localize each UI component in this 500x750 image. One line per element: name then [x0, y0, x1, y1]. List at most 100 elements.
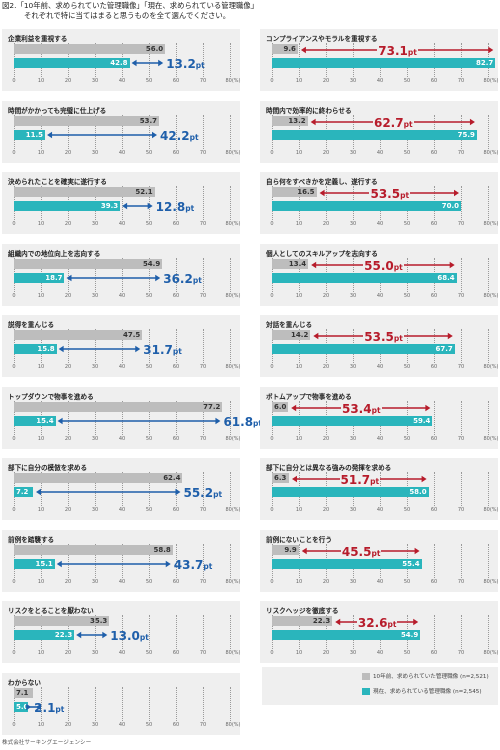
value-label-past: 56.0	[145, 45, 164, 53]
difference-label: 31.7pt	[142, 342, 183, 357]
panel-title: ボトムアップで物事を進める	[266, 392, 352, 401]
difference-unit: pt	[185, 204, 195, 213]
difference-arrow	[57, 417, 221, 424]
gridline	[488, 472, 489, 506]
legend-item-past: 10年前、求められていた管理職像 (n=2,521)	[362, 672, 489, 682]
gridline	[149, 400, 150, 435]
chart-panel: 部下に自分の模倣を求める 0 10 20 30 40 50 60 70 80(%) 62.4 7.2 5…	[2, 458, 241, 520]
x-tick-label: 0	[12, 292, 16, 299]
x-tick-label: 80(%)	[483, 650, 499, 656]
value-label-current: 15.8	[37, 345, 55, 353]
x-tick-label: 20	[64, 292, 72, 299]
gridline	[149, 615, 150, 649]
value-label-past: 58.8	[153, 545, 171, 554]
gridline	[149, 686, 150, 721]
difference-unit: pt	[139, 633, 149, 642]
difference-unit: pt	[172, 347, 182, 356]
x-tick-label: 70	[457, 221, 465, 227]
x-tick-label: 60	[430, 149, 438, 156]
bar-past	[272, 115, 308, 126]
bar-current	[272, 58, 496, 68]
gridline	[122, 400, 123, 435]
value-label-past: 47.5	[122, 331, 141, 339]
panel-title: 部下に自分の模倣を求める	[8, 464, 88, 472]
x-tick-label: 40	[376, 78, 384, 84]
x-tick-label: 50	[403, 149, 411, 156]
gridline	[68, 400, 69, 435]
x-tick-label: 20	[322, 292, 330, 299]
bar-past	[14, 115, 159, 126]
x-tick-label: 70	[457, 578, 465, 585]
x-tick-label: 60	[430, 364, 438, 370]
x-tick-label: 10	[37, 78, 45, 84]
x-tick-label: 80(%)	[483, 435, 499, 442]
bar-past	[272, 44, 298, 54]
difference-label: 53.5pt	[363, 329, 404, 344]
x-tick-label: 70	[457, 507, 465, 513]
gridline	[434, 543, 435, 578]
gridline	[95, 543, 96, 578]
value-label-past: 9.6	[283, 45, 296, 53]
x-tick-label: 40	[118, 149, 126, 156]
difference-value: 36.2	[163, 271, 193, 286]
bar-past	[14, 401, 223, 412]
bar-current	[14, 58, 130, 68]
x-tick-label: 10	[295, 650, 303, 656]
chart-panel: 時間がかかっても完璧に仕上げる 0 10 20 30 40 50 60 70 80(%) 53.7 1…	[2, 100, 241, 163]
chart-panel: 組織内での地位向上を志向する 0 10 20 30 40 50 60 70 80(%) 54.9 18…	[2, 243, 241, 306]
bar-past	[14, 187, 155, 197]
panel-title: 組織内での地位向上を志向する	[8, 249, 101, 258]
gridline	[68, 257, 69, 292]
x-tick-label: 20	[322, 435, 330, 442]
difference-label: 55.2pt	[182, 485, 223, 500]
x-tick-label: 30	[91, 149, 99, 156]
x-tick-label: 80(%)	[483, 221, 499, 227]
difference-arrow	[301, 547, 420, 554]
x-tick-label: 80(%)	[225, 364, 241, 370]
difference-arrow	[26, 703, 41, 710]
value-label-current: 58.0	[409, 488, 427, 496]
difference-value: 73.1	[378, 44, 408, 58]
x-tick-label: 30	[349, 221, 357, 227]
x-tick-label: 30	[349, 364, 357, 370]
x-tick-label: 0	[12, 221, 16, 227]
x-tick-label: 50	[145, 507, 153, 513]
gridline	[203, 257, 204, 292]
x-tick-label: 30	[91, 721, 99, 728]
bar-past	[272, 258, 309, 269]
x-tick-label: 20	[64, 578, 72, 585]
x-tick-label: 40	[118, 221, 126, 227]
x-tick-label: 60	[430, 292, 438, 299]
gridline	[461, 400, 462, 435]
gridline	[95, 329, 96, 363]
x-tick-label: 60	[172, 435, 180, 442]
bar-past	[14, 544, 173, 555]
difference-unit: pt	[370, 477, 380, 486]
difference-value: 62.7	[373, 115, 404, 130]
difference-value: 53.5	[364, 330, 394, 344]
gridline	[203, 329, 204, 363]
value-label-current: 82.7	[476, 59, 494, 67]
chart-panel: 説得を重んじる 0 10 20 30 40 50 60 70 80(%) 47.5 15.8 31.7p…	[2, 315, 241, 377]
difference-unit: pt	[55, 704, 65, 714]
x-tick-label: 80(%)	[225, 650, 241, 656]
difference-arrow	[47, 131, 157, 138]
x-tick-label: 80(%)	[483, 78, 499, 84]
difference-label: 62.7pt	[372, 114, 414, 130]
gridline	[41, 472, 42, 506]
x-tick-label: 40	[118, 507, 126, 513]
gridline	[95, 615, 96, 649]
x-tick-label: 30	[349, 650, 357, 656]
legend-swatch-current	[362, 688, 370, 695]
gridline	[488, 615, 489, 649]
panel-title: 時間内で効率的に終わらせる	[266, 106, 352, 115]
difference-value: 13.0	[110, 629, 140, 643]
x-tick-label: 20	[322, 364, 330, 370]
gridline	[122, 186, 123, 220]
x-tick-label: 20	[322, 221, 330, 227]
gridline	[203, 114, 204, 149]
value-label-current: 55.4	[402, 559, 420, 568]
x-tick-label: 0	[12, 78, 16, 84]
x-tick-label: 70	[457, 292, 465, 299]
difference-unit: pt	[400, 191, 410, 200]
